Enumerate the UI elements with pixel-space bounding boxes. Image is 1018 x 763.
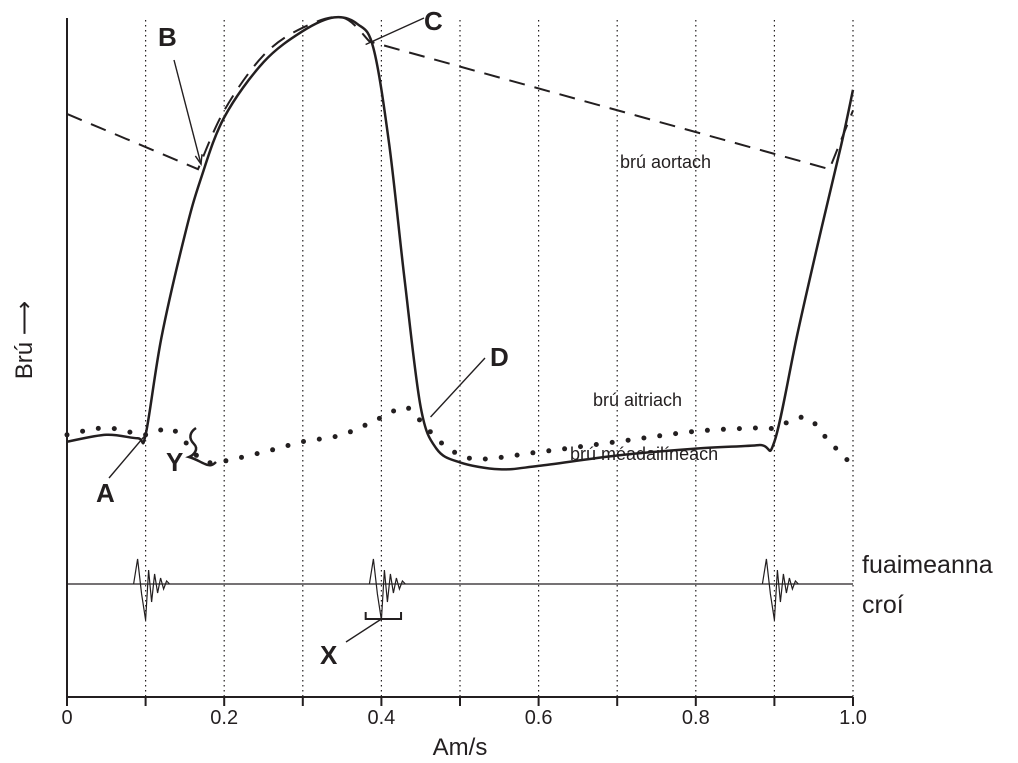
atrial-dot bbox=[822, 433, 828, 439]
atrial-dot bbox=[111, 426, 117, 432]
ventricular-pressure-line bbox=[66, 15, 855, 471]
atrial-dot bbox=[223, 458, 229, 464]
atrial-dot bbox=[482, 456, 488, 462]
leader-line bbox=[173, 59, 202, 165]
y-brace bbox=[185, 426, 217, 467]
x-tick-marks bbox=[66, 697, 854, 706]
atrial-dot bbox=[427, 429, 433, 435]
atrial-dot bbox=[514, 452, 520, 458]
atrial-dot bbox=[301, 439, 306, 444]
atrial-dot bbox=[546, 448, 552, 454]
atrial-dot bbox=[641, 435, 647, 441]
x-tick-label: 0.2 bbox=[210, 707, 238, 729]
heart-sounds-label-line1: fuaimeanna bbox=[862, 551, 993, 579]
atrial-series-label: brú aitriach bbox=[593, 390, 682, 410]
heart-sound-burst bbox=[133, 558, 171, 621]
atrial-dot bbox=[285, 443, 291, 448]
marker-b: B bbox=[158, 22, 177, 52]
atrial-dot bbox=[736, 426, 742, 432]
atrial-dot bbox=[406, 405, 412, 411]
x-axis-title: Am/s bbox=[433, 734, 488, 761]
aortic-series-label: brú aortach bbox=[620, 152, 711, 172]
atrial-dot bbox=[239, 454, 244, 460]
x-tick-label: 0 bbox=[61, 707, 72, 729]
leader-line bbox=[430, 357, 486, 418]
ventricular-series-label: brú méadailíneach bbox=[570, 444, 718, 464]
marker-a: A bbox=[96, 478, 115, 508]
atrial-dot bbox=[593, 442, 599, 447]
atrial-dot bbox=[391, 408, 397, 414]
atrial-dot bbox=[689, 429, 694, 435]
atrial-dot bbox=[158, 427, 164, 433]
atrial-dot bbox=[270, 447, 276, 453]
atrial-dot bbox=[417, 417, 422, 423]
atrial-dot bbox=[609, 439, 615, 445]
atrial-dot bbox=[704, 427, 710, 433]
atrial-dot bbox=[530, 450, 536, 456]
atrial-dot bbox=[172, 428, 178, 434]
x-tick-label: 0.8 bbox=[682, 707, 710, 729]
atrial-pressure-dots bbox=[64, 405, 850, 466]
atrial-dot bbox=[720, 426, 726, 432]
atrial-dot bbox=[439, 440, 444, 446]
x-tick-label: 0.4 bbox=[367, 707, 395, 729]
atrial-dot bbox=[64, 432, 70, 438]
x-tick-label: 1.0 bbox=[839, 707, 867, 729]
atrial-dot bbox=[673, 431, 679, 437]
atrial-dot bbox=[127, 429, 133, 435]
atrial-dot bbox=[498, 454, 504, 460]
atrial-dot bbox=[347, 429, 353, 435]
atrial-dot bbox=[578, 444, 583, 450]
atrial-dot bbox=[752, 425, 758, 431]
atrial-dot bbox=[657, 433, 663, 439]
leader-line bbox=[365, 17, 425, 46]
atrial-dot bbox=[812, 421, 818, 427]
atrial-dot bbox=[376, 415, 382, 421]
atrial-dot bbox=[625, 437, 631, 443]
atrial-dot bbox=[798, 414, 804, 420]
marker-y: Y bbox=[166, 447, 183, 477]
x-bracket-line bbox=[364, 612, 403, 620]
marker-d: D bbox=[490, 342, 509, 372]
annotation-leader-lines bbox=[108, 17, 486, 479]
atrial-dot bbox=[768, 426, 774, 431]
marker-x: X bbox=[320, 640, 338, 670]
y-axis-title: Brú ⟶ bbox=[11, 301, 38, 379]
heart-sound-bursts bbox=[133, 558, 799, 621]
x-leader bbox=[345, 618, 382, 643]
atrial-dot bbox=[466, 455, 472, 461]
x-bracket bbox=[345, 612, 403, 643]
leader-arrowhead bbox=[194, 154, 203, 167]
atrial-dot bbox=[562, 446, 568, 452]
atrial-dot bbox=[332, 434, 338, 440]
x-tick-labels: 0 0.2 0.4 0.6 0.8 1.0 bbox=[61, 707, 866, 729]
atrial-dot bbox=[783, 420, 789, 426]
x-tick-label: 0.6 bbox=[525, 707, 553, 729]
atrial-dot bbox=[183, 440, 189, 446]
heart-sounds-label-line2: croí bbox=[862, 591, 904, 619]
leader-line bbox=[108, 434, 147, 479]
atrial-dot bbox=[316, 436, 322, 442]
atrial-dot bbox=[95, 425, 101, 431]
heart-sound-burst bbox=[761, 558, 799, 621]
atrial-dot bbox=[80, 428, 86, 434]
atrial-dot bbox=[844, 457, 850, 463]
marker-c: C bbox=[424, 6, 443, 36]
atrial-dot bbox=[833, 445, 839, 451]
atrial-dot bbox=[362, 422, 368, 428]
heart-sound-burst bbox=[368, 558, 406, 621]
aortic-pressure-line bbox=[66, 15, 854, 171]
atrial-dot bbox=[452, 449, 458, 455]
atrial-dot bbox=[254, 451, 260, 457]
